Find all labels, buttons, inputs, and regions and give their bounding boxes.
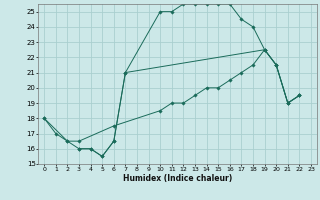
X-axis label: Humidex (Indice chaleur): Humidex (Indice chaleur) xyxy=(123,174,232,183)
